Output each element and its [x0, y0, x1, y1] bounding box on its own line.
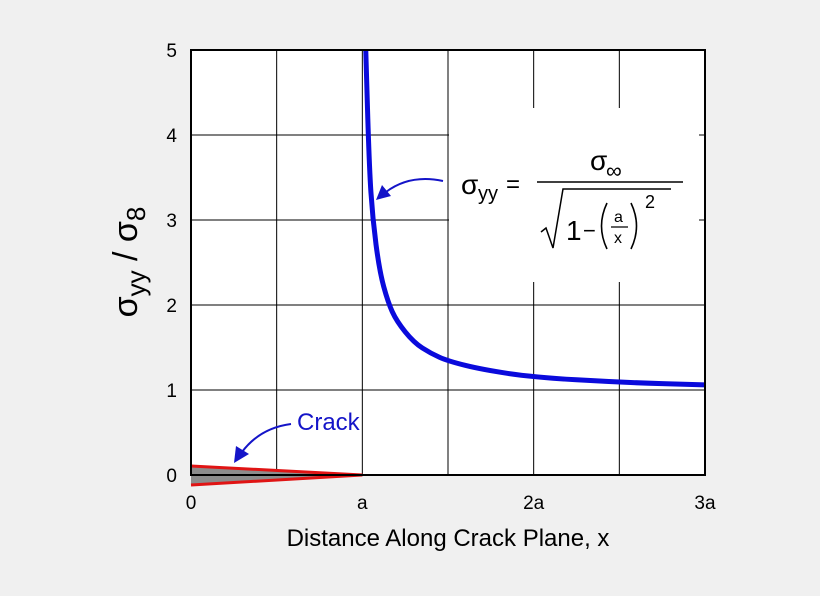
series-group	[363, 49, 706, 388]
y-label-sub: yy	[121, 270, 151, 296]
x-tick-labels: 0 a 2a 3a	[186, 493, 716, 514]
eq-lhs-sigma: σ	[461, 169, 478, 200]
x-tick-label: a	[357, 493, 368, 514]
y-label-den-sub: 8	[121, 207, 151, 221]
eq-den-minus: −	[583, 218, 596, 243]
series-line	[363, 49, 706, 388]
x-axis-label: Distance Along Crack Plane, x	[287, 525, 610, 552]
crack-arrow-head	[234, 446, 249, 463]
eq-left-paren	[600, 202, 608, 250]
eq-den-a: a	[614, 209, 623, 226]
crack-lower-edge	[190, 473, 363, 487]
eq-den-one: 1	[566, 215, 582, 246]
crack-arrow	[241, 423, 292, 453]
equation-background	[449, 108, 699, 282]
eq-den-x: x	[614, 230, 622, 247]
eq-num-sub: ∞	[606, 158, 622, 183]
y-label-den-sigma: σ	[107, 221, 145, 242]
plot-frame	[190, 49, 706, 476]
y-tick-labels: 0 1 2 3 4 5	[166, 41, 177, 487]
eq-equals: =	[506, 171, 520, 198]
y-tick-label: 2	[166, 296, 177, 317]
crack-upper-edge	[190, 464, 363, 477]
y-tick-label: 3	[166, 211, 177, 232]
x-tick-label: 3a	[694, 493, 716, 514]
y-tick-label: 0	[166, 466, 177, 487]
equation-arrow	[385, 178, 444, 193]
x-tick-label: 0	[186, 493, 197, 514]
eq-num-sigma: σ	[590, 145, 607, 176]
y-label-sep: /	[107, 242, 145, 270]
eq-den-exponent: 2	[645, 192, 655, 212]
y-label-sigma: σ	[107, 296, 145, 317]
y-tick-label: 5	[166, 41, 177, 62]
y-tick-label: 4	[166, 126, 177, 147]
eq-sqrt-sign	[540, 188, 671, 249]
equation-box: σ yy = σ ∞ 1 − a x 2	[449, 108, 699, 282]
eq-lhs-sub: yy	[478, 183, 498, 205]
eq-right-paren	[630, 202, 638, 250]
x-tick-label: 2a	[523, 493, 545, 514]
equation-arrow-head	[376, 185, 391, 200]
y-tick-label: 1	[166, 381, 177, 402]
y-axis-label: σyy / σ8	[107, 207, 151, 318]
crack-label: Crack	[297, 409, 361, 436]
